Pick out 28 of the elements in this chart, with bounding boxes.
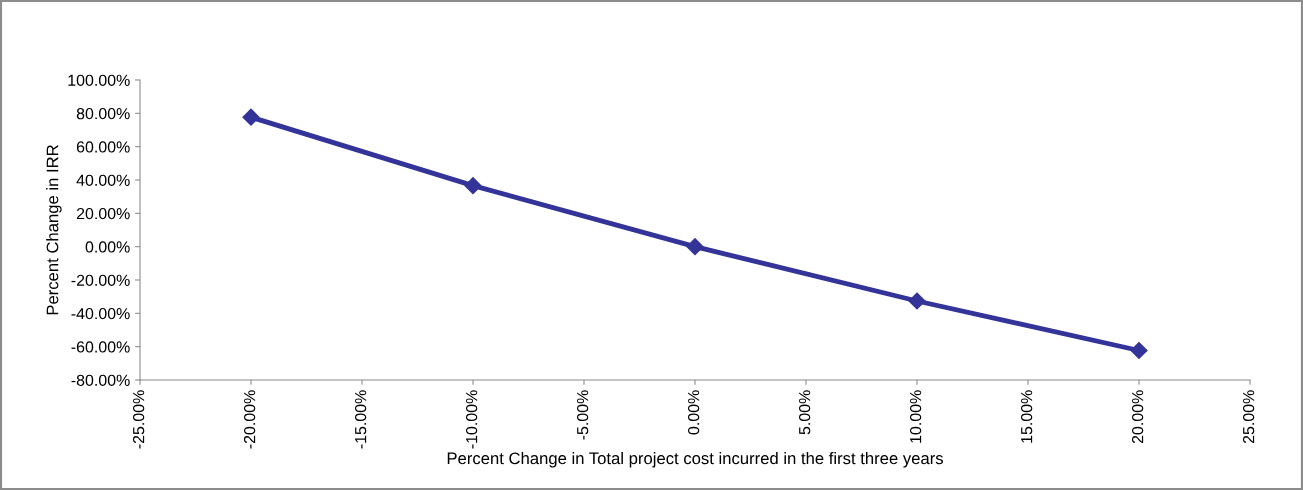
point: [242, 108, 260, 126]
y-tick-label: 0.00%: [85, 241, 130, 253]
x-tick-label: 25.00%: [1242, 390, 1255, 444]
point: [1130, 341, 1148, 360]
x-axis-title: Percent Change in Total project cost incurred in the first three years: [447, 451, 943, 468]
x-tick-label: 15.00%: [1020, 390, 1033, 443]
x-tick-label: 20.00%: [1131, 390, 1144, 444]
point: [686, 238, 704, 256]
x-tick-label: 10.00%: [909, 390, 922, 443]
point: [908, 292, 926, 310]
y-tick-label: -20.00%: [71, 274, 130, 286]
x-tick-label: 0.00%: [687, 390, 700, 435]
y-axis-title: Percent Change in IRR: [46, 145, 62, 315]
x-tick-label: -20.00%: [243, 390, 256, 449]
y-tick-label: 20.00%: [76, 207, 130, 220]
y-tick-label: -40.00%: [71, 307, 130, 320]
x-tick-label: -5.00%: [576, 390, 589, 440]
y-tick-label: -60.00%: [71, 341, 130, 353]
x-tick-label: -15.00%: [354, 390, 367, 449]
y-tick-label: -80.00%: [71, 374, 130, 386]
point: [464, 177, 482, 195]
y-tick-label: 80.00%: [76, 107, 130, 120]
x-tick-label: 5.00%: [798, 390, 811, 435]
y-tick-label: 60.00%: [76, 141, 130, 153]
y-tick-label: 100.00%: [68, 74, 130, 86]
y-tick-label: 40.00%: [76, 174, 130, 186]
x-tick-label: -25.00%: [132, 390, 145, 449]
x-tick-label: -10.00%: [465, 390, 478, 449]
